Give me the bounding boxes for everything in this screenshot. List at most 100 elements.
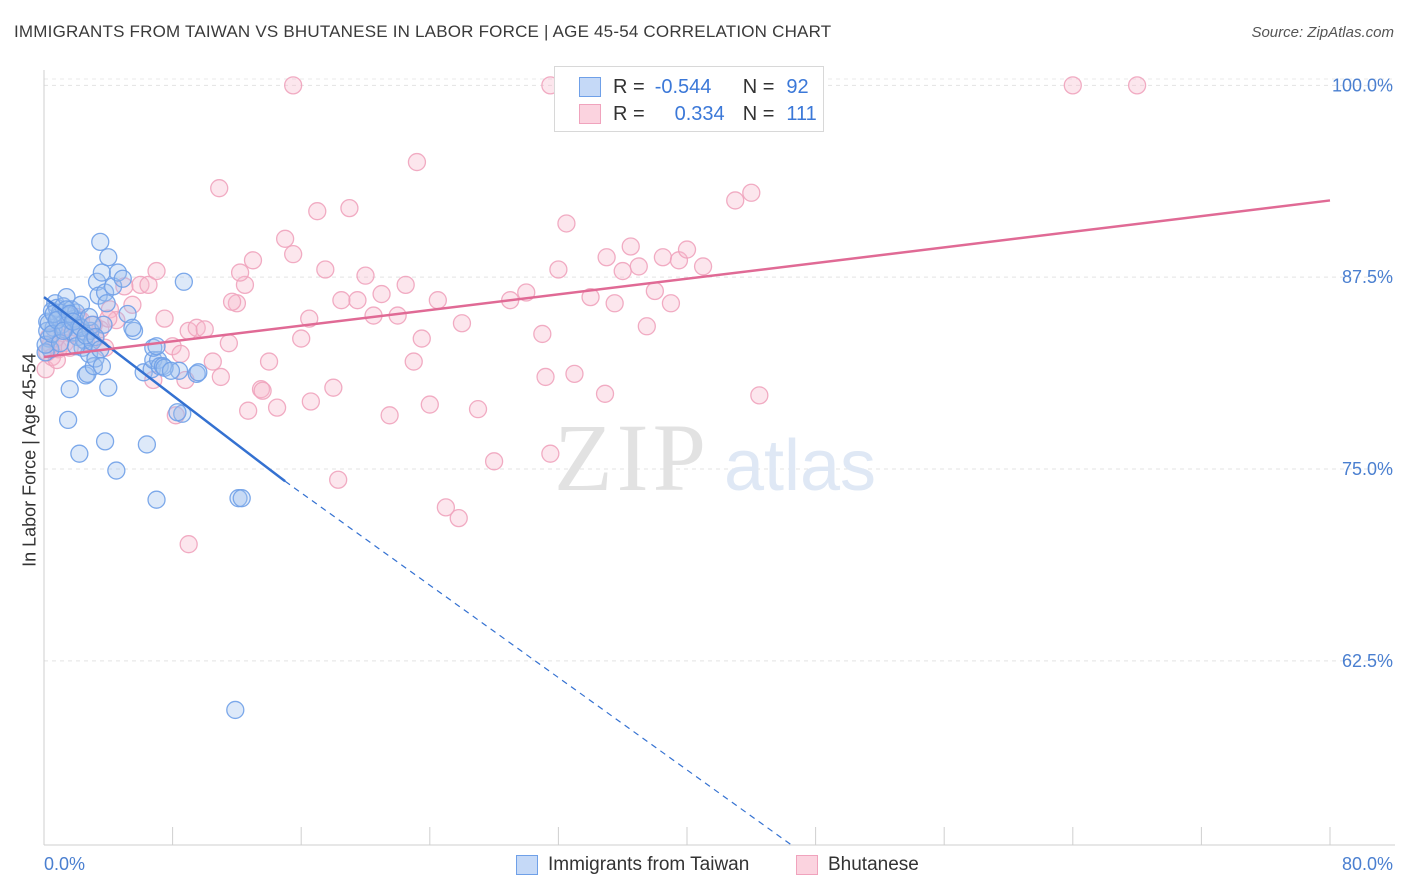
data-point xyxy=(332,291,351,310)
data-point xyxy=(653,248,673,267)
data-point xyxy=(137,435,157,454)
data-point xyxy=(533,324,552,344)
legend-swatch-blue xyxy=(579,77,601,97)
data-point xyxy=(300,309,319,328)
bottom-legend-swatch-pink xyxy=(796,855,818,875)
legend-r-value: 0.334 xyxy=(674,102,725,125)
data-point xyxy=(168,403,187,422)
data-point xyxy=(420,395,439,414)
watermark: ZIP atlas xyxy=(554,404,876,511)
data-point xyxy=(123,295,142,314)
data-point xyxy=(147,490,166,509)
data-point xyxy=(308,202,327,221)
data-point xyxy=(99,378,118,397)
data-point xyxy=(645,281,664,301)
watermark-zip: ZIP xyxy=(554,404,710,511)
y-tick-label: 75.0% xyxy=(1342,459,1393,479)
data-point xyxy=(292,329,311,348)
data-point xyxy=(629,257,648,276)
data-point xyxy=(661,294,681,313)
data-point xyxy=(171,344,190,364)
data-point xyxy=(222,292,242,311)
data-point xyxy=(226,700,245,720)
data-point xyxy=(91,232,110,252)
data-point xyxy=(693,257,713,276)
source-label: Source: ZipAtlas.com xyxy=(1251,24,1394,41)
data-point xyxy=(203,352,222,371)
data-point xyxy=(549,260,568,279)
data-point xyxy=(36,335,55,354)
data-point xyxy=(99,309,118,328)
grid xyxy=(44,78,1395,662)
data-point xyxy=(92,357,112,376)
x-tick-label: 0.0% xyxy=(44,854,85,874)
data-point xyxy=(1063,76,1082,95)
data-point xyxy=(613,261,632,281)
legend-n-value: 111 xyxy=(786,102,817,125)
trend-line-bhutanese xyxy=(43,199,1331,359)
data-point xyxy=(195,320,214,339)
data-point xyxy=(742,183,761,202)
trend-line-taiwan xyxy=(43,296,286,483)
bottom-legend-bhutanese: Bhutanese xyxy=(796,852,919,878)
chart-title: IMMIGRANTS FROM TAIWAN VS BHUTANESE IN L… xyxy=(14,22,832,41)
data-point xyxy=(404,352,423,371)
data-point xyxy=(484,452,504,471)
series-immigrants-from-taiwan xyxy=(36,232,251,720)
data-point xyxy=(92,263,112,282)
data-point xyxy=(147,337,166,356)
data-point xyxy=(211,367,230,387)
data-point xyxy=(621,237,640,256)
data-point xyxy=(139,275,158,295)
data-point xyxy=(54,321,73,341)
bottom-legend-taiwan: Immigrants from Taiwan xyxy=(516,852,749,878)
data-point xyxy=(597,248,616,267)
data-point xyxy=(179,535,198,554)
data-point xyxy=(113,269,132,288)
bottom-legend-label: Bhutanese xyxy=(828,854,919,875)
data-point xyxy=(161,361,181,380)
data-point xyxy=(329,470,348,489)
data-point xyxy=(452,314,472,333)
data-point xyxy=(253,381,272,400)
data-point xyxy=(123,318,142,337)
data-point xyxy=(340,198,359,218)
trend-line-taiwan-extension xyxy=(284,480,792,846)
trend-lines xyxy=(43,199,1331,846)
data-point xyxy=(605,294,624,313)
data-point xyxy=(348,291,367,310)
data-point xyxy=(118,304,137,324)
data-point xyxy=(107,461,126,480)
data-point xyxy=(356,266,375,285)
data-point xyxy=(124,321,144,341)
legend: R = -0.544 N = 92 R = 0.334 N = 111 xyxy=(554,66,824,132)
data-point xyxy=(637,317,656,336)
data-point xyxy=(316,260,335,279)
data-point xyxy=(230,263,250,282)
data-point xyxy=(147,261,166,281)
data-point xyxy=(210,179,229,198)
data-point xyxy=(97,294,116,313)
y-tick-label: 62.5% xyxy=(1342,651,1393,671)
data-point xyxy=(1127,76,1147,95)
legend-n-value: 92 xyxy=(786,75,809,98)
data-point xyxy=(108,263,128,282)
tick-labels: 100.0% 87.5% 75.0% 62.5% 0.0% 80.0% xyxy=(44,75,1393,874)
data-point xyxy=(166,406,185,425)
legend-row-taiwan: R = -0.544 N = 92 xyxy=(579,74,809,100)
data-point xyxy=(243,251,263,270)
data-point xyxy=(284,76,303,95)
data-point xyxy=(70,444,89,463)
data-point xyxy=(407,152,427,172)
data-point xyxy=(677,240,697,259)
bottom-legend-label: Immigrants from Taiwan xyxy=(548,854,750,875)
data-point xyxy=(468,400,488,419)
data-point xyxy=(60,380,79,399)
data-point xyxy=(412,329,431,348)
data-point xyxy=(750,386,769,405)
data-point xyxy=(155,309,174,328)
y-tick-label: 100.0% xyxy=(1332,75,1393,95)
data-point xyxy=(232,489,251,508)
legend-n-label: N = xyxy=(742,102,775,125)
